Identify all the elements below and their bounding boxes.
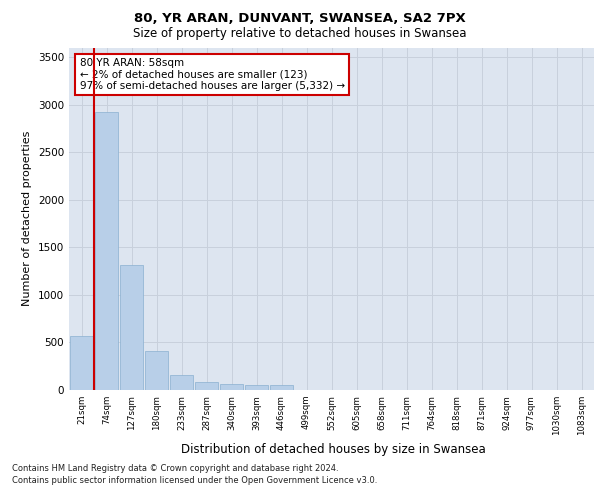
Bar [245, 385, 268, 390]
Text: Size of property relative to detached houses in Swansea: Size of property relative to detached ho… [133, 28, 467, 40]
Bar [145, 351, 168, 390]
Bar [195, 382, 218, 390]
Bar [170, 376, 193, 390]
Y-axis label: Number of detached properties: Number of detached properties [22, 131, 32, 306]
Text: 80, YR ARAN, DUNVANT, SWANSEA, SA2 7PX: 80, YR ARAN, DUNVANT, SWANSEA, SA2 7PX [134, 12, 466, 26]
Bar [120, 266, 143, 390]
Bar [95, 112, 118, 390]
Text: Contains HM Land Registry data © Crown copyright and database right 2024.: Contains HM Land Registry data © Crown c… [12, 464, 338, 473]
Text: 80 YR ARAN: 58sqm
← 2% of detached houses are smaller (123)
97% of semi-detached: 80 YR ARAN: 58sqm ← 2% of detached house… [79, 58, 344, 91]
Bar [220, 384, 243, 390]
Bar [270, 385, 293, 390]
Text: Distribution of detached houses by size in Swansea: Distribution of detached houses by size … [181, 442, 485, 456]
Text: Contains public sector information licensed under the Open Government Licence v3: Contains public sector information licen… [12, 476, 377, 485]
Bar [70, 336, 93, 390]
